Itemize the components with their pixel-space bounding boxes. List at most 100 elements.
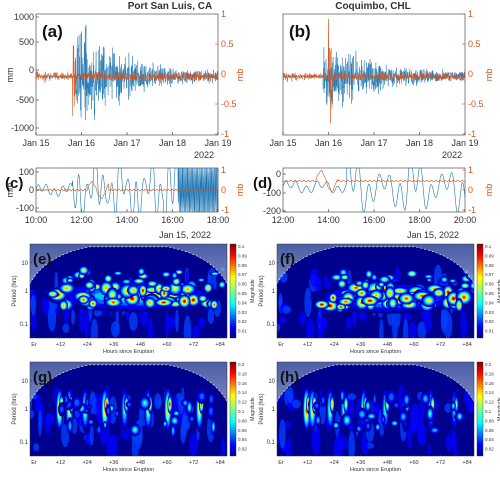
x-tick-label: +36 xyxy=(356,342,365,348)
magnitude-contour xyxy=(173,274,176,277)
x-tick-label: Jan 17 xyxy=(360,138,387,148)
magnitude-contour xyxy=(410,273,414,275)
wavelet-xlabel: Hours since Eruption xyxy=(103,467,154,473)
magnitude-contour xyxy=(458,414,461,418)
y-tick-label: 0.1 xyxy=(20,322,29,328)
magnitude-contour xyxy=(443,278,446,281)
right-tick-label: 1 xyxy=(468,9,473,19)
colorbar-tick-label: 0.01 xyxy=(485,329,494,334)
magnitude-contour xyxy=(165,288,167,290)
magnitude-contour xyxy=(369,415,373,418)
panel-f: (f) 10 1 0.1 Period (hrs) Er +12 +24 +36 +48 +60 +7… xyxy=(259,243,500,355)
magnitude-contour xyxy=(86,399,89,406)
magnitude-contour xyxy=(432,429,437,432)
magnitude-contour xyxy=(149,302,152,304)
magnitude-contour xyxy=(403,318,409,338)
series-line xyxy=(282,19,466,124)
y-tick-label: -500 xyxy=(16,95,34,105)
magnitude-contour xyxy=(199,393,205,400)
magnitude-contour xyxy=(377,425,379,429)
panel-c-sea-level-line xyxy=(35,167,219,213)
magnitude-contour xyxy=(401,414,405,419)
colorbar-tick-label: 0.05 xyxy=(238,291,247,296)
magnitude-contour xyxy=(358,282,361,285)
magnitude-contour xyxy=(335,276,339,279)
colorbar-tick-label: 0.04 xyxy=(485,437,494,442)
y-tick-label: -1000 xyxy=(11,123,34,133)
series-line xyxy=(35,24,219,121)
magnitude-contour xyxy=(364,284,367,286)
panel-d-pressure-line xyxy=(282,169,466,192)
magnitude-contour xyxy=(319,316,328,331)
magnitude-contour xyxy=(407,426,412,450)
magnitude-contour xyxy=(115,306,119,332)
right-tick-label: -1 xyxy=(221,205,229,215)
right-tick-label: -0.5 xyxy=(468,99,484,109)
magnitude-contour xyxy=(346,316,352,330)
magnitude-contour xyxy=(342,271,345,274)
wavelet-field xyxy=(30,385,225,456)
magnitude-contour xyxy=(89,425,94,446)
magnitude-contour xyxy=(178,271,180,273)
magnitude-contour xyxy=(186,288,190,291)
magnitude-contour xyxy=(105,286,108,290)
magnitude-contour xyxy=(335,424,338,427)
magnitude-contour xyxy=(207,307,215,324)
magnitude-contour xyxy=(188,405,191,410)
series-line xyxy=(35,167,219,213)
x-tick-label: +72 xyxy=(436,460,445,466)
panel-a-x-ticks: Jan 15 Jan 16 Jan 17 Jan 18 Jan 19 xyxy=(22,132,232,148)
magnitude-contour xyxy=(317,418,320,423)
magnitude-contour xyxy=(192,325,201,338)
right-tick-label: 0.5 xyxy=(468,39,481,49)
panel-c-pressure-line xyxy=(35,180,219,200)
colorbar-tick-label: 0.08 xyxy=(485,418,494,423)
panel-f-letter: (f) xyxy=(280,251,295,268)
magnitude-contour xyxy=(306,318,315,338)
colorbar-tick-label: 0.04 xyxy=(485,300,494,305)
magnitude-contour xyxy=(137,280,141,282)
x-tick-label: Jan 15 xyxy=(269,138,296,148)
cone-of-influence xyxy=(277,244,474,284)
wavelet-xlabel: Hours since Eruption xyxy=(103,349,154,355)
colorbar-tick-label: 0.08 xyxy=(238,263,247,268)
magnitude-contour xyxy=(201,297,204,300)
panel-b: Coquimbo, CHL (b) 10.50-0.5-1 Jan 15 Jan … xyxy=(269,1,494,160)
magnitude-contour xyxy=(150,289,154,291)
colorbar-tick-label: 0.08 xyxy=(238,418,247,423)
magnitude-contour xyxy=(174,303,177,305)
magnitude-contour xyxy=(420,295,424,297)
colorbar xyxy=(476,243,484,339)
magnitude-contour xyxy=(61,424,70,448)
magnitude-contour xyxy=(166,316,176,329)
magnitude-contour xyxy=(213,303,215,306)
x-tick-label: +12 xyxy=(56,342,65,348)
colorbar-tick-label: 0.18 xyxy=(485,371,494,376)
x-tick-label: +36 xyxy=(109,342,118,348)
magnitude-contour xyxy=(354,286,358,289)
colorbar-tick-label: 0.1 xyxy=(238,244,245,249)
colorbar-label: Magnitude xyxy=(250,279,256,303)
magnitude-contour xyxy=(207,287,209,289)
magnitude-contour xyxy=(110,407,113,410)
magnitude-contour xyxy=(309,268,319,287)
colorbar-tick-label: 0.06 xyxy=(238,282,247,287)
colorbar-tick-label: 0.02 xyxy=(238,319,247,324)
panel-b-year: 2022 xyxy=(442,150,462,160)
y-tick-label: 10 xyxy=(268,379,275,385)
x-tick-label: +24 xyxy=(82,460,91,466)
magnitude-contour xyxy=(424,396,427,401)
y-tick-label: 1000 xyxy=(14,12,34,22)
x-tick-label: +24 xyxy=(329,342,338,348)
right-tick-label: -1 xyxy=(468,129,476,139)
magnitude-contour xyxy=(299,312,307,326)
magnitude-contour xyxy=(197,317,206,328)
x-tick-label: +36 xyxy=(356,460,365,466)
colorbar-tick-label: 0.02 xyxy=(485,319,494,324)
colorbar-label: Magnitude xyxy=(497,397,500,421)
colorbar-tick-label: 0.12 xyxy=(485,400,494,405)
series-line xyxy=(35,180,219,200)
magnitude-contour xyxy=(65,396,68,403)
x-tick-label: Jan 16 xyxy=(68,138,95,148)
